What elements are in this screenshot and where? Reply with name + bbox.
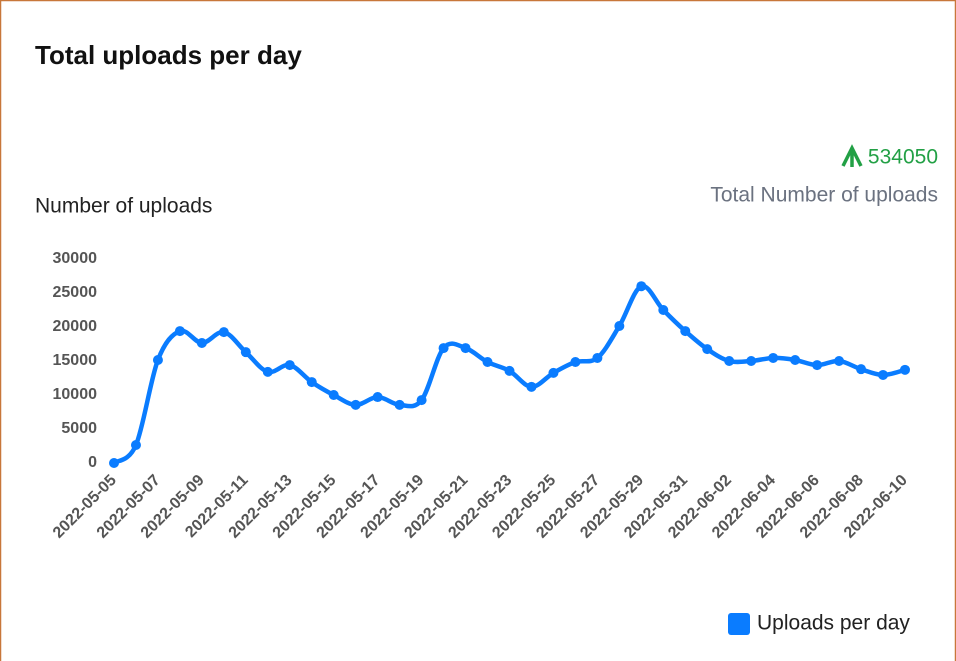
data-point: [812, 360, 823, 371]
data-point: [526, 381, 537, 392]
data-point: [724, 356, 735, 366]
data-point: [306, 377, 317, 388]
data-point: [372, 392, 383, 403]
data-point: [460, 343, 471, 354]
data-point: [152, 354, 163, 365]
data-point: [438, 343, 449, 354]
legend-swatch: [728, 613, 750, 635]
data-point: [416, 395, 427, 406]
data-point: [174, 326, 185, 337]
data-point: [592, 352, 603, 363]
data-point: [218, 327, 229, 338]
data-point: [680, 326, 691, 337]
data-point: [240, 347, 251, 358]
y-tick-label: 15000: [53, 352, 98, 369]
data-point: [746, 356, 757, 366]
data-point: [658, 305, 669, 315]
total-label: Total Number of uploads: [710, 184, 938, 207]
data-point: [350, 399, 361, 410]
y-axis-label: Number of uploads: [35, 195, 212, 218]
data-point: [768, 352, 779, 363]
data-point: [109, 458, 119, 468]
data-point: [900, 364, 910, 375]
data-point: [878, 369, 889, 380]
data-point: [636, 281, 647, 292]
data-point: [130, 439, 141, 450]
data-point: [790, 354, 801, 365]
data-point: [328, 390, 339, 400]
data-point: [856, 364, 867, 375]
data-point: [570, 357, 581, 368]
y-tick-label: 30000: [53, 250, 98, 267]
legend-label: Uploads per day: [757, 612, 910, 635]
y-tick-label: 25000: [53, 284, 98, 301]
data-point: [834, 356, 845, 366]
y-tick-label: 5000: [61, 420, 97, 437]
data-point: [284, 360, 295, 371]
card-title: Total uploads per day: [35, 40, 302, 70]
data-point: [504, 365, 515, 376]
data-point: [262, 366, 273, 377]
data-point: [482, 357, 493, 368]
data-point: [548, 367, 559, 378]
y-tick-label: 10000: [53, 386, 98, 403]
y-tick-label: 20000: [53, 318, 98, 335]
data-point: [702, 344, 713, 355]
up-arrow-icon: [841, 144, 863, 167]
total-value: 534050: [868, 146, 938, 169]
data-point: [614, 320, 625, 331]
y-tick-label: 0: [88, 454, 97, 471]
data-point: [196, 337, 207, 348]
data-point: [394, 399, 405, 410]
